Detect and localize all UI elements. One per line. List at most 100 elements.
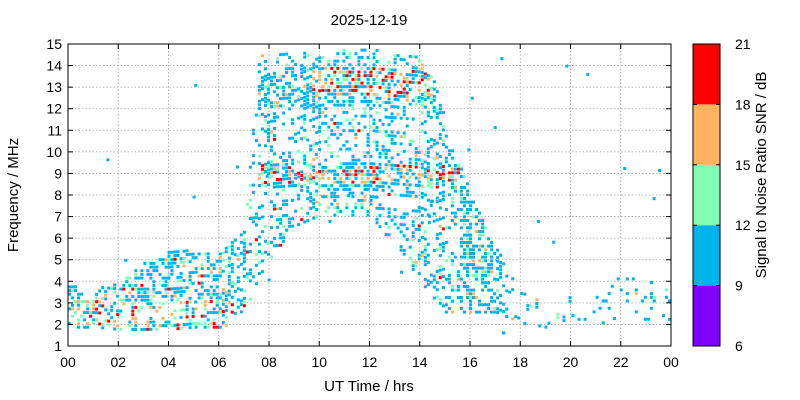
data-cell [402, 149, 406, 153]
data-cell [372, 118, 376, 122]
data-cell [402, 248, 406, 252]
data-cell [463, 266, 466, 270]
data-cell [496, 278, 500, 282]
data-cell [505, 307, 509, 311]
data-cell [354, 169, 358, 173]
data-cell [435, 108, 439, 112]
data-cell [345, 184, 349, 188]
data-cell [402, 105, 406, 109]
data-cell [324, 158, 328, 162]
data-cell [257, 88, 261, 92]
data-cell [327, 143, 331, 147]
data-cell [215, 278, 219, 282]
data-cell [438, 272, 442, 276]
data-cell [363, 162, 367, 166]
data-cell [432, 274, 436, 278]
data-cell [264, 100, 267, 104]
data-cell [390, 182, 394, 186]
data-cell [369, 184, 373, 188]
data-cell [318, 115, 322, 118]
data-cell [417, 257, 421, 261]
y-tick-label: 5 [54, 252, 62, 268]
data-cell [215, 292, 219, 296]
data-cell [242, 304, 246, 308]
data-cell [291, 224, 295, 228]
data-cell [261, 167, 264, 171]
data-cell [339, 176, 343, 180]
data-cell [248, 297, 252, 301]
data-cell [285, 52, 289, 56]
data-cell [315, 182, 319, 186]
data-cell [348, 96, 352, 100]
data-cell [300, 185, 304, 189]
data-cell [369, 180, 373, 184]
data-cell [408, 161, 412, 165]
data-cell [215, 259, 219, 263]
data-cell [438, 133, 442, 137]
data-cell [318, 111, 322, 115]
data-cell [236, 287, 240, 291]
data-cell [267, 76, 270, 80]
data-cell [438, 206, 442, 210]
data-cell [363, 96, 367, 100]
data-cell [420, 122, 424, 126]
data-cell [80, 292, 84, 296]
data-cell [375, 126, 379, 129]
x-tick-label: 04 [161, 354, 177, 370]
data-cell [179, 257, 183, 261]
data-cell [224, 305, 228, 309]
data-cell [396, 178, 400, 182]
data-cell [342, 74, 346, 78]
data-cell [158, 291, 162, 295]
data-cell [469, 263, 472, 266]
data-cell [303, 176, 307, 180]
data-cell [450, 310, 454, 314]
data-cell [426, 176, 430, 180]
y-tick-label: 15 [46, 36, 62, 52]
data-cell [499, 264, 503, 268]
data-cell [481, 277, 485, 281]
data-cell [384, 108, 388, 112]
data-cell [285, 93, 289, 96]
data-cell [366, 85, 370, 89]
data-cell [324, 209, 328, 213]
data-cell [312, 205, 316, 209]
data-cell [372, 52, 376, 56]
data-cell [294, 77, 298, 81]
data-cell [77, 292, 80, 296]
data-cell [303, 99, 307, 103]
data-cell [170, 287, 174, 291]
data-cell [414, 209, 418, 213]
data-cell [230, 266, 234, 270]
data-cell [212, 289, 216, 293]
data-cell [104, 308, 108, 312]
data-cell [348, 52, 352, 56]
data-cell [345, 202, 349, 206]
data-cell [282, 85, 286, 89]
data-cell [360, 173, 364, 177]
data-cell [124, 258, 128, 262]
data-cell [441, 172, 445, 176]
data-cell [182, 308, 186, 312]
data-cell [484, 266, 488, 270]
data-cell [490, 299, 494, 303]
data-cell [122, 283, 126, 287]
data-cell [357, 85, 361, 89]
data-cell [354, 136, 358, 140]
data-cell [438, 265, 442, 269]
data-cell [610, 284, 614, 288]
data-cell [276, 244, 279, 247]
data-cell [399, 116, 403, 120]
data-cell [372, 169, 376, 173]
data-cell [273, 119, 276, 123]
data-cell [149, 265, 153, 269]
data-cell [405, 124, 409, 128]
data-cell [257, 173, 261, 176]
data-cell [411, 231, 415, 235]
data-cell [294, 184, 298, 187]
data-cell [152, 320, 156, 324]
data-cell [306, 189, 310, 193]
data-cell [176, 297, 180, 301]
data-cell [315, 57, 319, 61]
data-cell [273, 152, 276, 156]
